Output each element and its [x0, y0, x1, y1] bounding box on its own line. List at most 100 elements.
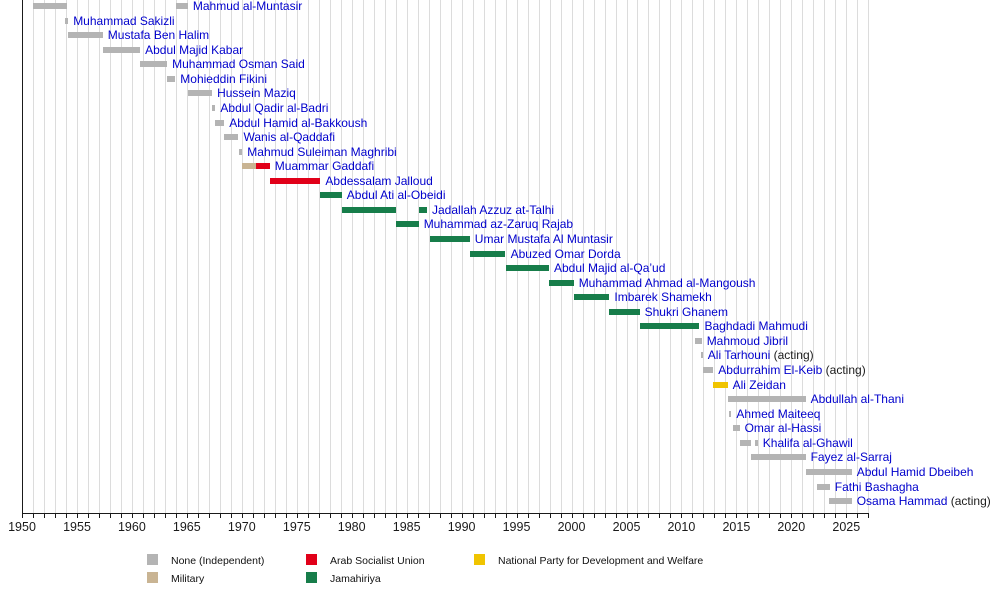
person-name-link[interactable]: Abdul Hamid al-Bakkoush [229, 115, 368, 130]
year-gridline [241, 0, 243, 513]
year-gridline [648, 0, 650, 513]
axis-tick [384, 514, 386, 518]
legend-swatch-military [147, 572, 158, 583]
person-name-link[interactable]: Abdul Qadir al-Badri [220, 100, 329, 115]
axis-tick [164, 514, 166, 518]
person-name-link[interactable]: Abdul Majid al-Qa’ud [554, 261, 666, 276]
person-label: Mustafa Ben Halim [108, 28, 209, 42]
person-label: Mahmud al-Muntasir [193, 0, 302, 13]
person-name-link[interactable]: Khalifa al-Ghawil [762, 435, 853, 450]
axis-tick [571, 514, 573, 518]
axis-tick [813, 514, 815, 518]
person-name-link[interactable]: Ali Tarhouni [707, 348, 771, 363]
axis-tick [340, 514, 342, 518]
year-gridline [703, 0, 705, 513]
axis-tick [593, 514, 595, 518]
legend-swatch-jamahiriya [306, 572, 317, 583]
axis-tick [461, 514, 463, 518]
person-name-link[interactable]: Mahmud Suleiman Maghribi [247, 144, 397, 159]
axis-tick [604, 514, 606, 518]
axis-tick-label: 1955 [63, 520, 91, 534]
person-name-link[interactable]: Osama Hammad [856, 494, 948, 508]
term-bar [573, 294, 610, 301]
person-name-link[interactable]: Abdurrahim El-Keib [718, 363, 823, 377]
axis-tick [208, 514, 210, 518]
axis-tick-label: 1975 [282, 520, 311, 534]
term-bar [175, 3, 188, 9]
axis-tick [648, 514, 650, 518]
person-name-link[interactable]: Wanis al-Qaddafi [243, 130, 336, 144]
term-bar [639, 323, 700, 330]
axis-tick [87, 514, 89, 518]
year-gridline [516, 0, 518, 513]
term-bar [609, 308, 640, 315]
person-name-link[interactable]: Abdul Hamid Dbeibeh [856, 464, 974, 479]
term-bar [816, 483, 830, 490]
person-name-link[interactable]: Mohieddin Fikini [180, 71, 268, 86]
person-name-link[interactable]: Abuzed Omar Dorda [510, 246, 621, 261]
year-gridline [186, 0, 188, 513]
year-gridline [758, 0, 760, 513]
person-name-link[interactable]: Muammar Gaddafi [274, 159, 375, 174]
year-gridline [406, 0, 408, 513]
year-gridline [549, 0, 551, 513]
person-name-link[interactable]: Muhammad Sakizli [73, 13, 175, 28]
axis-tick [659, 514, 661, 518]
term-bar [549, 279, 574, 286]
axis-tick [747, 514, 749, 518]
person-name-link[interactable]: Muhammad Osman Said [172, 57, 305, 72]
year-gridline [77, 0, 78, 513]
year-gridline [55, 0, 56, 513]
person-name-link[interactable]: Muhammad Ahmad al-Mangoush [578, 275, 756, 290]
person-name-link[interactable]: Ali Zeidan [732, 377, 786, 392]
person-name-link[interactable]: Abdullah al-Thani [810, 392, 904, 407]
person-name-link[interactable]: Shukri Ghanem [644, 304, 728, 319]
person-name-link[interactable]: Mustafa Ben Halim [107, 28, 210, 43]
year-gridline [98, 0, 100, 513]
person-name-link[interactable]: Fayez al-Sarraj [810, 450, 892, 465]
person-name-link[interactable]: Jadallah Azzuz at-Talhi [432, 202, 555, 217]
person-name-link[interactable]: Hussein Maziq [217, 86, 296, 101]
axis-tick [66, 514, 67, 518]
axis-tick [450, 514, 452, 518]
axis-tick [703, 514, 705, 518]
term-bar [805, 468, 852, 475]
person-name-link[interactable]: Mahmud al-Muntasir [192, 0, 303, 13]
year-gridline [351, 0, 353, 513]
person-label: Mahmoud Jibril [707, 334, 788, 348]
axis-tick [538, 514, 540, 518]
axis-tick-label: 2020 [777, 520, 806, 534]
term-bar [694, 337, 702, 344]
axis-tick [120, 514, 122, 518]
axis-tick [670, 514, 672, 518]
person-name-link[interactable]: Mahmoud Jibril [706, 333, 789, 348]
year-gridline [318, 0, 320, 513]
term-bar [702, 367, 714, 373]
person-label: Abdul Qadir al-Badri [220, 101, 328, 115]
person-name-link[interactable]: Umar Mustafa Al Muntasir [474, 232, 613, 246]
acting-suffix: (acting) [947, 494, 991, 508]
legend-swatch-npdw [474, 554, 485, 565]
plot-area: Mahmud al-Muntasir Muhammad Sakizli Mustaf… [8, 0, 991, 534]
person-name-link[interactable]: Abdul Majid Kabar [145, 42, 244, 57]
year-gridline [659, 0, 661, 513]
person-label: Abdullah al-Thani [811, 392, 904, 406]
person-name-link[interactable]: Abdessalam Jalloud [325, 173, 433, 188]
year-gridline [44, 0, 45, 513]
year-gridline [450, 0, 452, 513]
person-name-link[interactable]: Ahmed Maiteeq [736, 406, 821, 421]
person-name-link[interactable]: Muhammad az-Zaruq Rajab [423, 217, 574, 232]
axis-tick-label: 1985 [392, 520, 421, 534]
person-label: Khalifa al-Ghawil [763, 436, 853, 450]
person-name-link[interactable]: Imbarek Shamekh [614, 290, 712, 305]
person-name-link[interactable]: Abdul Ati al-Obeidi [346, 188, 446, 203]
person-name-link[interactable]: Fathi Bashagha [834, 479, 919, 494]
year-gridline [670, 0, 672, 513]
person-name-link[interactable]: Baghdadi Mahmudi [704, 319, 808, 334]
axis-tick [252, 514, 254, 518]
axis-tick [22, 514, 23, 518]
person-label: Abdul Majid al-Qa’ud [554, 261, 665, 275]
year-gridline [604, 0, 606, 513]
person-name-link[interactable]: Omar al-Hassi [744, 421, 822, 436]
year-gridline [109, 0, 111, 513]
